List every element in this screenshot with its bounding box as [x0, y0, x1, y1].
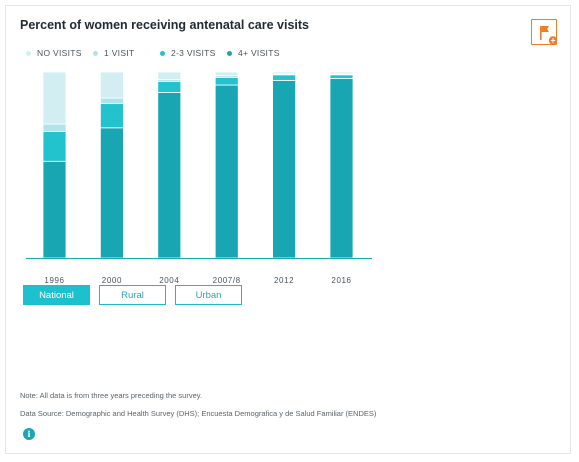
bar-segment-4-plus-visits-2012[interactable] — [272, 79, 297, 259]
x-tick-label-1996: 1996 — [44, 276, 64, 284]
bar-segment-4-plus-visits-1996[interactable] — [42, 160, 67, 259]
bar-segment-no-visits-2004[interactable] — [157, 71, 182, 80]
bar-segment-2-3-visits-2007-8[interactable] — [214, 77, 239, 86]
tab-national[interactable]: National — [23, 285, 90, 305]
data-source: Data Source: Demographic and Health Surv… — [20, 409, 377, 418]
chart-card: Percent of women receiving antenatal car… — [5, 5, 571, 454]
bar-segment-no-visits-2007-8[interactable] — [214, 71, 239, 77]
bar-segment-2-3-visits-2004[interactable] — [157, 80, 182, 93]
bar-segment-1-visit-2000[interactable] — [100, 97, 124, 105]
bar-segment-4-plus-visits-2016[interactable] — [329, 78, 354, 259]
bar-segment-no-visits-2016[interactable] — [329, 71, 354, 75]
bar-segment-2-3-visits-2016[interactable] — [329, 74, 354, 79]
legend-label-no-visits: NO VISITS — [37, 48, 82, 58]
x-tick-label-2004: 2004 — [159, 276, 179, 284]
legend-swatch-2-3-visits — [160, 50, 165, 56]
bar-segment-2-3-visits-1996[interactable] — [42, 131, 67, 162]
bar-segment-no-visits-1996[interactable] — [42, 71, 67, 125]
legend-swatch-4-plus-visits — [227, 50, 232, 56]
bar-segment-4-plus-visits-2004[interactable] — [157, 92, 182, 259]
legend-item-no-visits: NO VISITS — [26, 48, 82, 58]
bar-segment-no-visits-2000[interactable] — [100, 71, 124, 99]
legend-item-1-visit: 1 VISIT — [93, 48, 134, 58]
legend-label-1-visit: 1 VISIT — [104, 48, 135, 58]
tab-urban[interactable]: Urban — [175, 285, 242, 305]
bar-segment-no-visits-2012[interactable] — [272, 71, 297, 75]
x-tick-label-2012: 2012 — [274, 276, 294, 284]
bar-segment-2-3-visits-2012[interactable] — [272, 74, 297, 81]
legend-swatch-no-visits — [26, 50, 31, 56]
bar-segment-1-visit-1996[interactable] — [42, 123, 67, 132]
bar-segment-2-3-visits-2000[interactable] — [100, 103, 124, 129]
tab-rural[interactable]: Rural — [99, 285, 166, 305]
x-tick-label-2000: 2000 — [102, 276, 122, 284]
bar-segment-4-plus-visits-2000[interactable] — [100, 127, 124, 259]
x-tick-label-2016: 2016 — [331, 276, 351, 284]
data-note: Note: All data is from three years prece… — [20, 391, 203, 400]
legend-item-4-plus-visits: 4+ VISITS — [227, 48, 280, 58]
legend-item-2-3-visits: 2-3 VISITS — [160, 48, 216, 58]
legend-label-2-3-visits: 2-3 VISITS — [171, 48, 216, 58]
bar-segment-4-plus-visits-2007-8[interactable] — [214, 84, 239, 259]
flag-add-button[interactable] — [531, 19, 558, 45]
x-tick-label-2007-8: 2007/8 — [213, 276, 241, 284]
legend-swatch-1-visit — [93, 50, 98, 56]
stacked-bar-chart: 1996 2000 2004 2007/8 2012 2016 — [26, 71, 372, 284]
flag-add-icon — [540, 26, 558, 45]
chart-title: Percent of women receiving antenatal car… — [20, 18, 310, 32]
info-icon[interactable]: i — [23, 428, 35, 440]
legend-label-4-plus-visits: 4+ VISITS — [238, 48, 280, 58]
